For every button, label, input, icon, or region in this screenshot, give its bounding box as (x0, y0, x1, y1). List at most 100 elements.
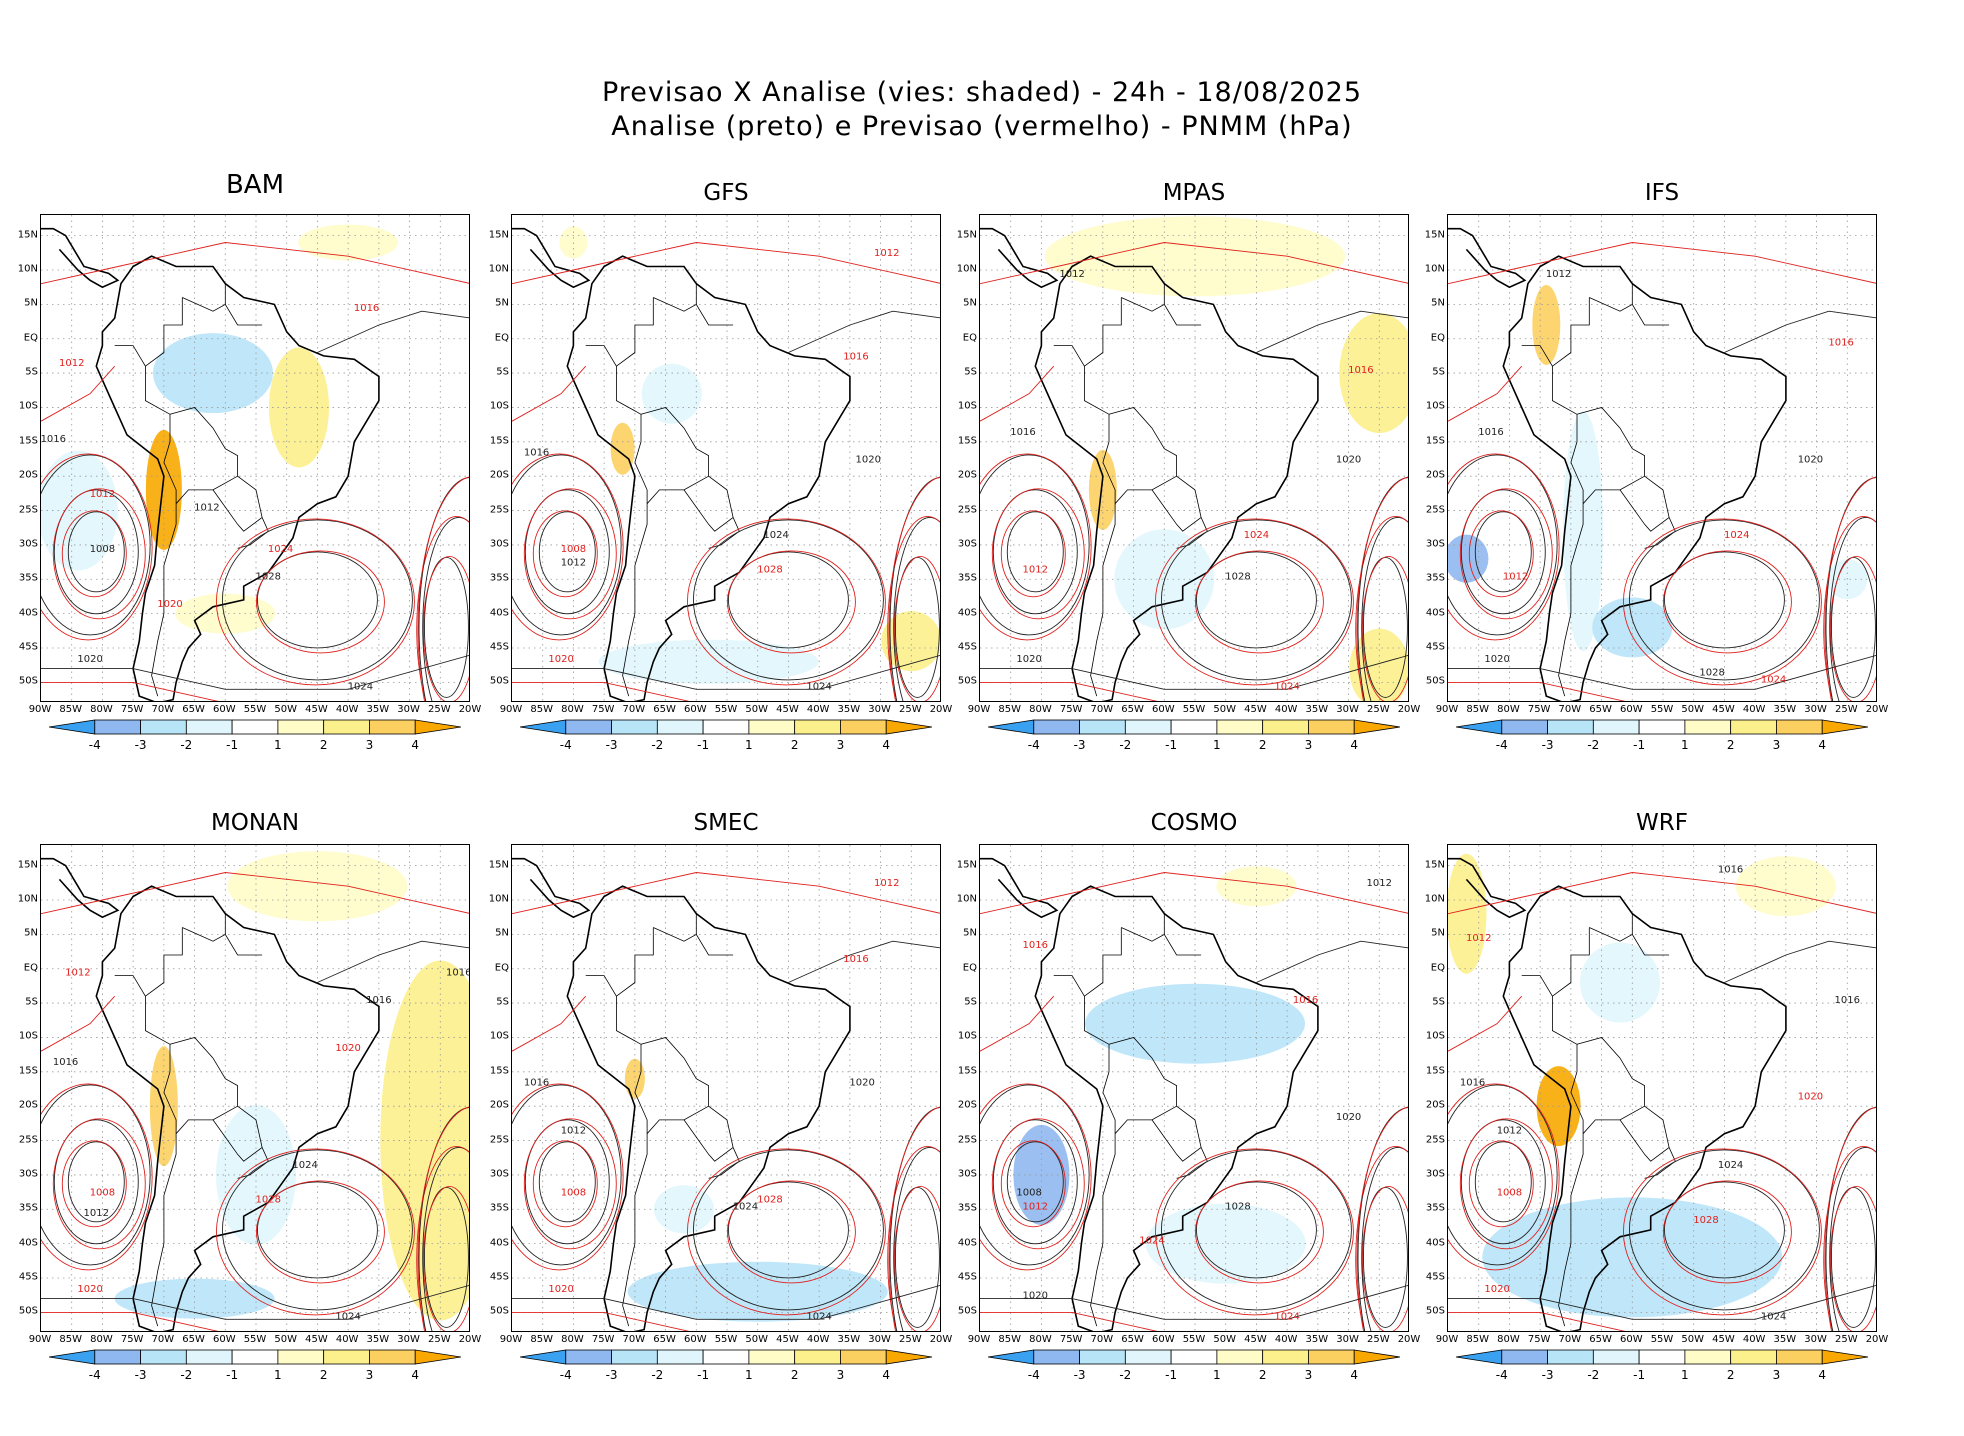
lon-tick-label: 55W (1182, 704, 1206, 715)
lon-tick-label: 70W (151, 704, 175, 715)
pressure-map: 1016 1008 1012 1020 1024 1028 1016 1020 1024 1012… (41, 845, 469, 1331)
panel-wrf: WRF 15N 10N 5N EQ 5S 10S 15S 20S 25S 30S 35S 40S 45S 5… (1407, 810, 1889, 1382)
lon-tick-label: 45W (1712, 1334, 1735, 1345)
lon-tick-label: 45W (305, 704, 328, 715)
lon-tick-label: 60W (1619, 1334, 1643, 1345)
lat-tick-label: 15S (18, 1065, 38, 1077)
lat-tick-label: 5S (1432, 996, 1445, 1008)
lat-tick-label: 20S (18, 469, 38, 481)
lat-tick-label: 25S (957, 1134, 977, 1146)
lon-tick-label: 40W (1742, 704, 1766, 715)
pressure-contours (980, 242, 1408, 701)
contour-label: 1008 (1497, 1188, 1522, 1199)
lon-tick-label: 85W (530, 704, 554, 715)
longitude-axis: 90W 85W 80W 75W 70W 65W 60W 55W 50W 45W 40W 35W 30W 2… (29, 1334, 482, 1348)
lat-tick-label: 20S (957, 469, 977, 481)
country-borders (114, 283, 269, 697)
lat-tick-label: 15S (1425, 1065, 1445, 1077)
lat-tick-label: 50S (1425, 675, 1445, 687)
contour-label: 1020 (856, 454, 881, 465)
lon-tick-label: 55W (1650, 704, 1674, 715)
lon-tick-label: 60W (212, 704, 236, 715)
colorbar-label: -3 (134, 738, 147, 752)
contour-label: 1012 (561, 1126, 586, 1137)
colorbar-segment (1455, 1349, 1503, 1365)
contour-label: 1016 (843, 351, 868, 362)
country-borders (585, 913, 740, 1327)
colorbar-segment (1730, 719, 1777, 735)
contour-label: 1012 (874, 248, 899, 259)
contour-label: 1012 (1367, 878, 1392, 889)
colorbar-label: 1 (745, 1368, 753, 1382)
colorbar-segment (48, 719, 96, 735)
colorbar-segment (840, 719, 887, 735)
colorbar-segment (1501, 719, 1548, 735)
lon-tick-label: 30W (1336, 1334, 1359, 1345)
lat-tick-label: 50S (489, 1305, 509, 1317)
lon-tick-label: 20W (929, 1334, 953, 1345)
colorbar: -4 -3 -2 -1 1 2 3 4 (987, 1348, 1401, 1388)
lon-tick-label: 55W (243, 704, 267, 715)
colorbar-segment (748, 719, 796, 735)
colorbar-segment (1547, 719, 1594, 735)
colorbar-segment (185, 719, 233, 735)
lon-tick-label: 50W (274, 1334, 298, 1345)
coastline (41, 857, 380, 1331)
lat-tick-label: 45S (957, 1271, 977, 1283)
lon-tick-label: 30W (1804, 1334, 1827, 1345)
lat-tick-label: 10S (957, 1030, 977, 1042)
colorbar-segment (414, 1349, 462, 1365)
colorbar-label: -2 (651, 1368, 664, 1382)
colorbar-label: -4 (88, 738, 101, 752)
colorbar-segment (748, 1349, 796, 1365)
lon-tick-label: 60W (683, 1334, 707, 1345)
colorbar-segment (1216, 719, 1264, 735)
colorbar: -4 -3 -2 -1 1 2 3 4 (1455, 1348, 1869, 1388)
colorbar-segment (1638, 1349, 1686, 1365)
lat-tick-label: 45S (18, 1271, 38, 1283)
lat-tick-label: 35S (489, 1202, 509, 1214)
lon-tick-label: 90W (1435, 704, 1459, 715)
lon-tick-label: 45W (305, 1334, 328, 1345)
title-line-2: Analise (preto) e Previsao (vermelho) - … (611, 111, 1353, 142)
colorbar-segment (1353, 719, 1401, 735)
pressure-contours (512, 242, 940, 701)
country-borders (1521, 913, 1676, 1327)
lat-tick-label: 20S (1425, 469, 1445, 481)
colorbar-segment (1730, 1349, 1777, 1365)
lat-tick-label: 40S (489, 1237, 509, 1249)
lat-tick-label: 40S (18, 607, 38, 619)
lon-tick-label: 45W (776, 1334, 799, 1345)
contour-label: 1016 (1293, 995, 1318, 1006)
lon-tick-label: 80W (561, 704, 584, 715)
contour-label: 1020 (1484, 654, 1509, 665)
contour-label: 1024 (1761, 1311, 1786, 1322)
contour-label: 1016 (1010, 427, 1035, 438)
colorbar-label: 3 (1772, 1368, 1781, 1382)
colorbar-label: -4 (88, 1368, 101, 1382)
lat-tick-label: 10N (17, 263, 38, 275)
lon-tick-label: 90W (28, 704, 52, 715)
lat-tick-label: EQ (494, 962, 509, 974)
lon-tick-label: 85W (530, 1334, 554, 1345)
lat-tick-label: 40S (489, 607, 509, 619)
colorbar-segment (1262, 719, 1309, 735)
colorbar-label: 1 (1213, 738, 1221, 752)
lon-tick-label: 20W (1865, 1334, 1889, 1345)
latitude-axis: 15N 10N 5N EQ 5S 10S 15S 20S 25S 30S 35S 40S 45S 50S (939, 214, 977, 702)
colorbar-label: 2 (1258, 738, 1267, 752)
colorbar-label: 1 (1213, 1368, 1221, 1382)
lat-tick-label: 5S (25, 366, 38, 378)
contour-label: 1008 (90, 1188, 115, 1199)
colorbar-segment (94, 719, 141, 735)
coastline (980, 227, 1319, 701)
lat-tick-label: 25S (1425, 504, 1445, 516)
lat-tick-label: 15S (489, 435, 509, 447)
lon-tick-label: 75W (120, 1334, 144, 1345)
lat-tick-label: 15S (489, 1065, 509, 1077)
map-frame: 1016 1008 1012 1020 1024 1028 1016 1020 1024 1012… (40, 844, 470, 1332)
contour-label: 1024 (1761, 674, 1786, 685)
colorbar-label: 1 (1681, 1368, 1689, 1382)
contour-label: 1012 (90, 489, 115, 500)
colorbar-segment (702, 719, 750, 735)
